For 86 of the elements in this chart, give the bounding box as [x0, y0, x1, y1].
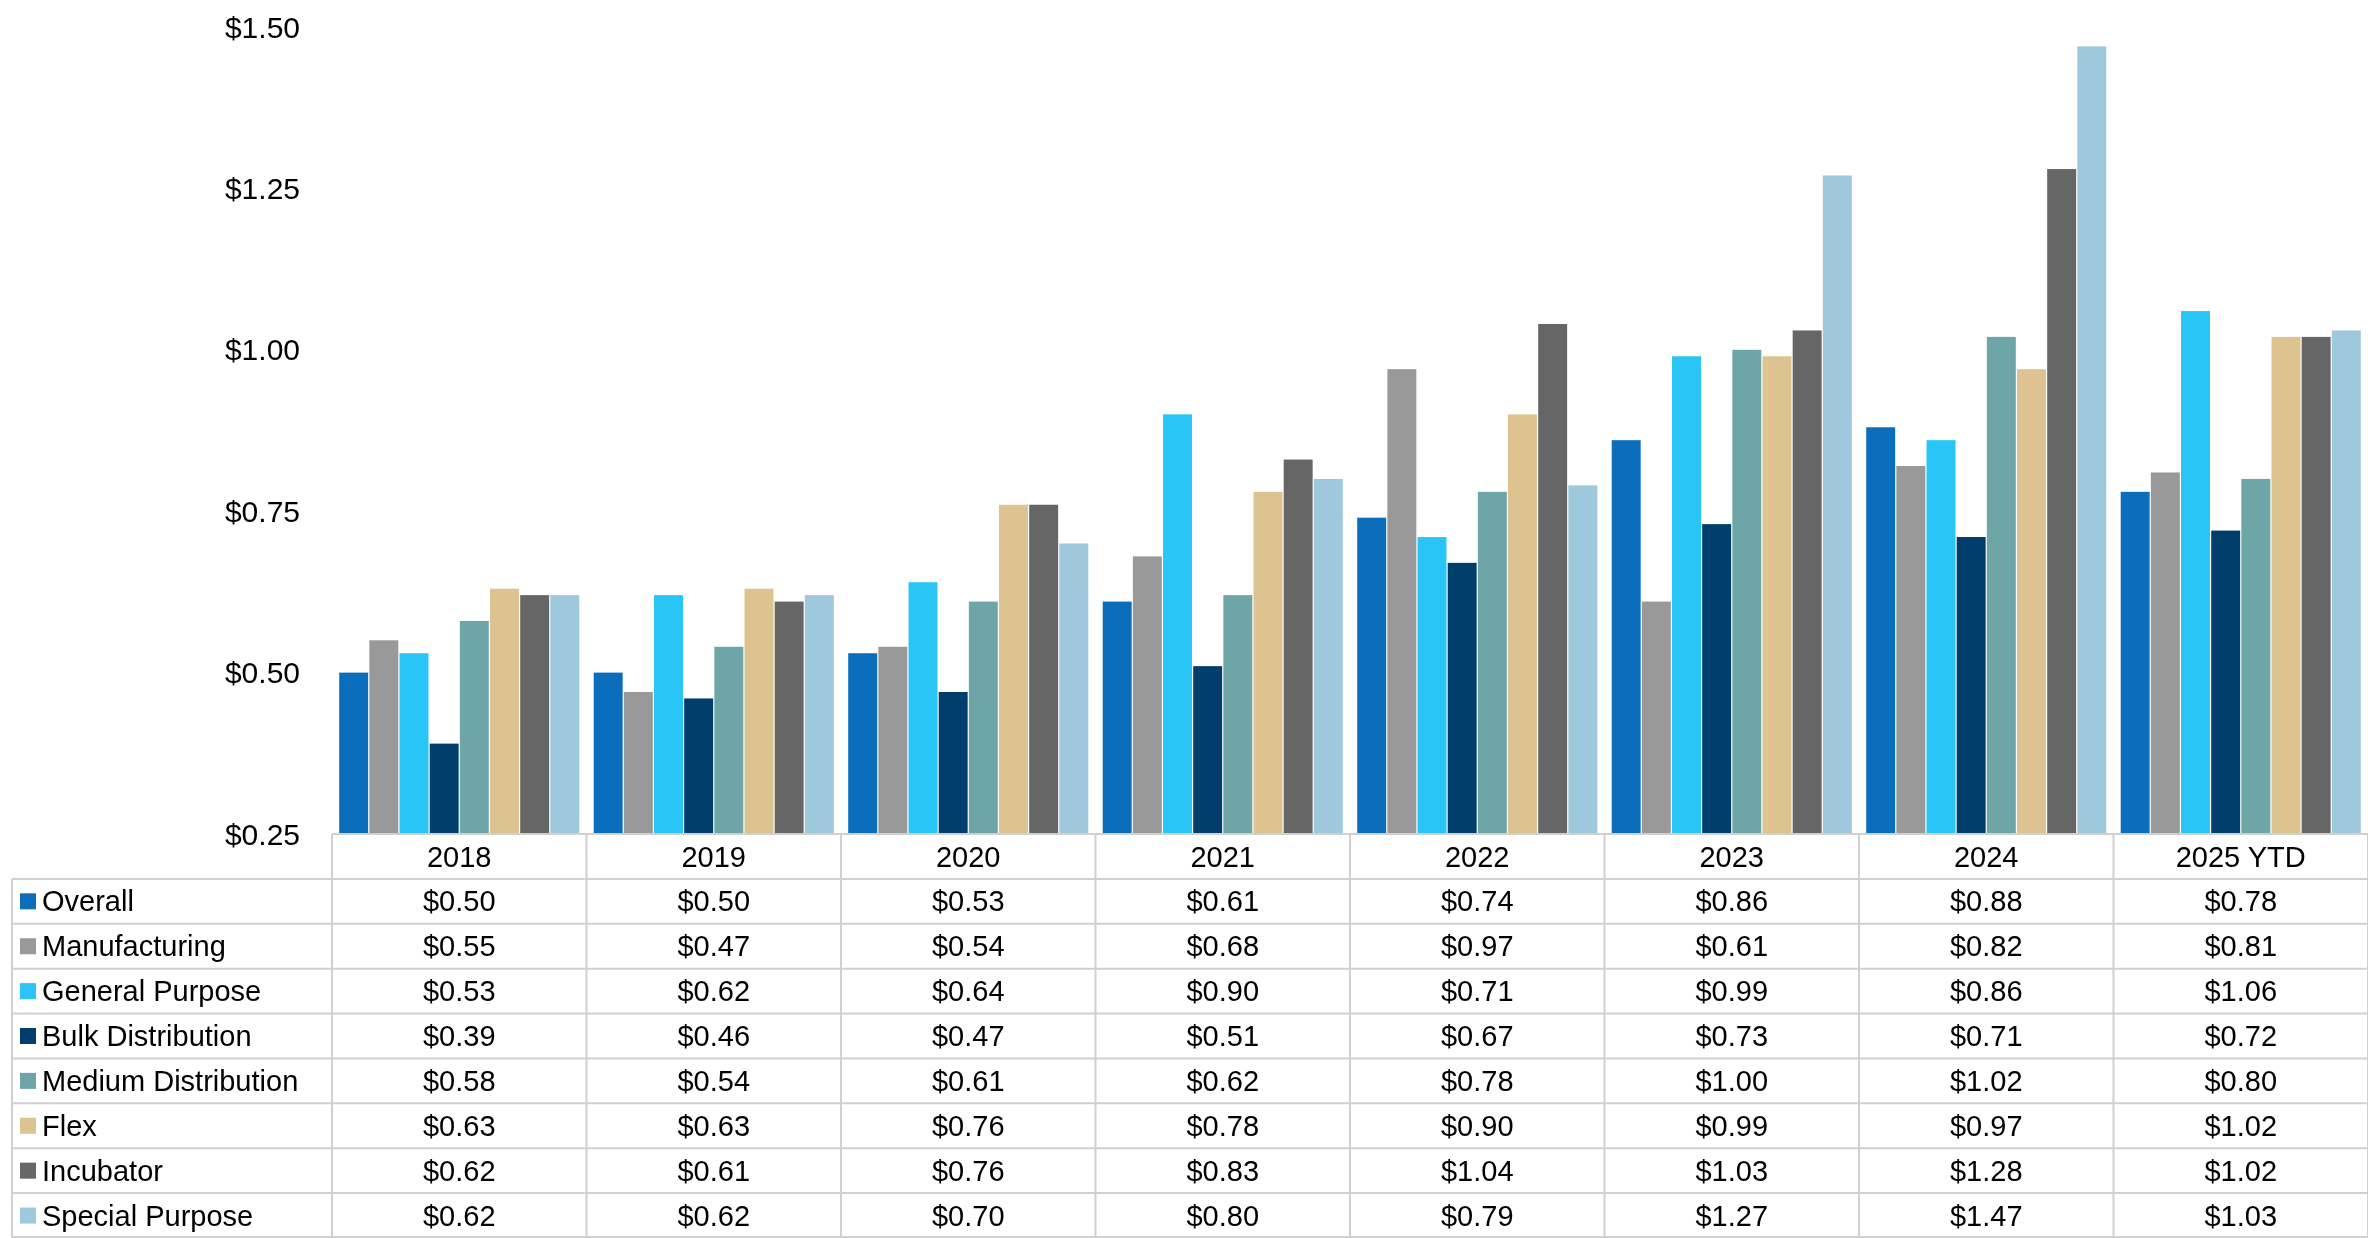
- data-label: $0.78: [2204, 885, 2278, 918]
- data-label: $1.03: [2204, 1199, 2278, 1232]
- data-label: $0.83: [1186, 1154, 1260, 1187]
- data-label: $0.73: [1695, 1020, 1769, 1053]
- data-label: $0.62: [1186, 1065, 1260, 1098]
- x-tick-label: 2022: [1444, 840, 1510, 873]
- data-label: $0.61: [1186, 885, 1260, 918]
- data-label: $0.51: [1186, 1020, 1260, 1053]
- x-tick-label: 2025 YTD: [2175, 840, 2306, 873]
- data-label: $0.55: [422, 930, 496, 963]
- data-label: $0.82: [1949, 930, 2023, 963]
- data-label: $0.64: [931, 975, 1005, 1008]
- data-label: $0.68: [1186, 930, 1260, 963]
- legend-label: General Purpose: [42, 975, 262, 1008]
- data-label: $0.62: [422, 1199, 496, 1232]
- data-label: $1.06: [2204, 975, 2278, 1008]
- data-label: $0.79: [1440, 1199, 1514, 1232]
- data-label: $0.62: [677, 975, 751, 1008]
- data-label: $0.62: [422, 1154, 496, 1187]
- data-label: $0.53: [422, 975, 496, 1008]
- data-label: $0.81: [2204, 930, 2278, 963]
- x-tick-label: 2019: [681, 840, 747, 873]
- data-label: $0.63: [422, 1109, 496, 1142]
- data-label: $0.67: [1440, 1020, 1514, 1053]
- data-label: $0.70: [931, 1199, 1005, 1232]
- data-label: $0.78: [1186, 1109, 1260, 1142]
- x-tick-label: 2024: [1953, 840, 2019, 873]
- data-label: $1.02: [2204, 1154, 2278, 1187]
- x-tick-label: 2020: [935, 840, 1001, 873]
- x-tick-label: 2021: [1190, 840, 1256, 873]
- data-label: $1.03: [1695, 1154, 1769, 1187]
- data-label: $0.90: [1440, 1109, 1514, 1142]
- legend-label: Overall: [42, 885, 134, 918]
- data-label: $0.47: [677, 930, 751, 963]
- y-tick-label: $1.50: [224, 10, 300, 44]
- data-label: $0.71: [1949, 1020, 2023, 1053]
- data-label: $0.88: [1949, 885, 2023, 918]
- data-label: $0.80: [1186, 1199, 1260, 1232]
- data-label: $0.99: [1695, 1109, 1769, 1142]
- x-tick-label: 2018: [426, 840, 492, 873]
- legend-label: Medium Distribution: [42, 1065, 299, 1098]
- data-label: $0.86: [1949, 975, 2023, 1008]
- data-label: $0.46: [677, 1020, 751, 1053]
- legend-label: Manufacturing: [42, 930, 226, 963]
- data-label: $0.97: [1949, 1109, 2023, 1142]
- data-label: $1.02: [1949, 1065, 2023, 1098]
- legend-label: Bulk Distribution: [42, 1020, 252, 1053]
- data-label: $0.80: [2204, 1065, 2278, 1098]
- x-tick-label: 2023: [1699, 840, 1765, 873]
- data-label: $0.54: [677, 1065, 751, 1098]
- legend-label: Incubator: [42, 1154, 164, 1187]
- data-label: $1.04: [1440, 1154, 1514, 1187]
- data-label: $0.78: [1440, 1065, 1514, 1098]
- data-label: $1.00: [1695, 1065, 1769, 1098]
- data-label: $0.71: [1440, 975, 1514, 1008]
- data-label: $1.02: [2204, 1109, 2278, 1142]
- data-label: $0.63: [677, 1109, 751, 1142]
- data-label: $1.47: [1949, 1199, 2023, 1232]
- data-label: $0.62: [677, 1199, 751, 1232]
- data-label: $0.99: [1695, 975, 1769, 1008]
- data-label: $0.86: [1695, 885, 1769, 918]
- data-label: $0.50: [422, 885, 496, 918]
- data-label: $0.72: [2204, 1020, 2278, 1053]
- y-tick-label: $1.00: [224, 333, 300, 367]
- y-tick-label: $0.50: [224, 656, 300, 690]
- data-label: $0.76: [931, 1154, 1005, 1187]
- legend-label: Flex: [42, 1109, 98, 1142]
- data-label: $0.74: [1440, 885, 1514, 918]
- data-label: $1.27: [1695, 1199, 1769, 1232]
- data-label: $0.54: [931, 930, 1005, 963]
- data-label: $0.58: [422, 1065, 496, 1098]
- data-label: $0.97: [1440, 930, 1514, 963]
- y-tick-label: $0.25: [224, 817, 300, 851]
- data-label: $0.50: [677, 885, 751, 918]
- data-label: $0.61: [1695, 930, 1769, 963]
- data-label: $0.76: [931, 1109, 1005, 1142]
- data-label: $1.28: [1949, 1154, 2023, 1187]
- y-tick-label: $1.25: [224, 171, 300, 205]
- legend-label: Special Purpose: [42, 1199, 254, 1232]
- data-label: $0.90: [1186, 975, 1260, 1008]
- data-label: $0.39: [422, 1020, 496, 1053]
- data-label: $0.61: [677, 1154, 751, 1187]
- y-tick-label: $0.75: [224, 494, 300, 528]
- data-label: $0.61: [931, 1065, 1005, 1098]
- data-label: $0.47: [931, 1020, 1005, 1053]
- data-label: $0.53: [931, 885, 1005, 918]
